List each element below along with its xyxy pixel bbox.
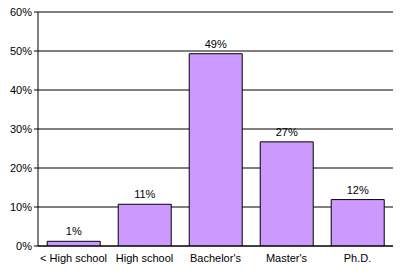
svg-text:20%: 20%: [10, 162, 32, 174]
svg-text:10%: 10%: [10, 201, 32, 213]
svg-text:< High school: < High school: [40, 252, 107, 264]
svg-text:Bachelor's: Bachelor's: [190, 252, 242, 264]
svg-text:0%: 0%: [16, 240, 32, 252]
svg-text:27%: 27%: [276, 126, 298, 138]
svg-text:12%: 12%: [347, 184, 369, 196]
svg-text:1%: 1%: [66, 225, 82, 237]
svg-text:High school: High school: [116, 252, 173, 264]
svg-text:Master's: Master's: [266, 252, 308, 264]
svg-text:11%: 11%: [134, 188, 155, 200]
svg-text:30%: 30%: [10, 123, 32, 135]
svg-text:60%: 60%: [10, 6, 32, 18]
svg-text:50%: 50%: [10, 45, 32, 57]
svg-text:Ph.D.: Ph.D.: [344, 252, 372, 264]
svg-text:49%: 49%: [205, 38, 227, 50]
svg-text:40%: 40%: [10, 84, 32, 96]
